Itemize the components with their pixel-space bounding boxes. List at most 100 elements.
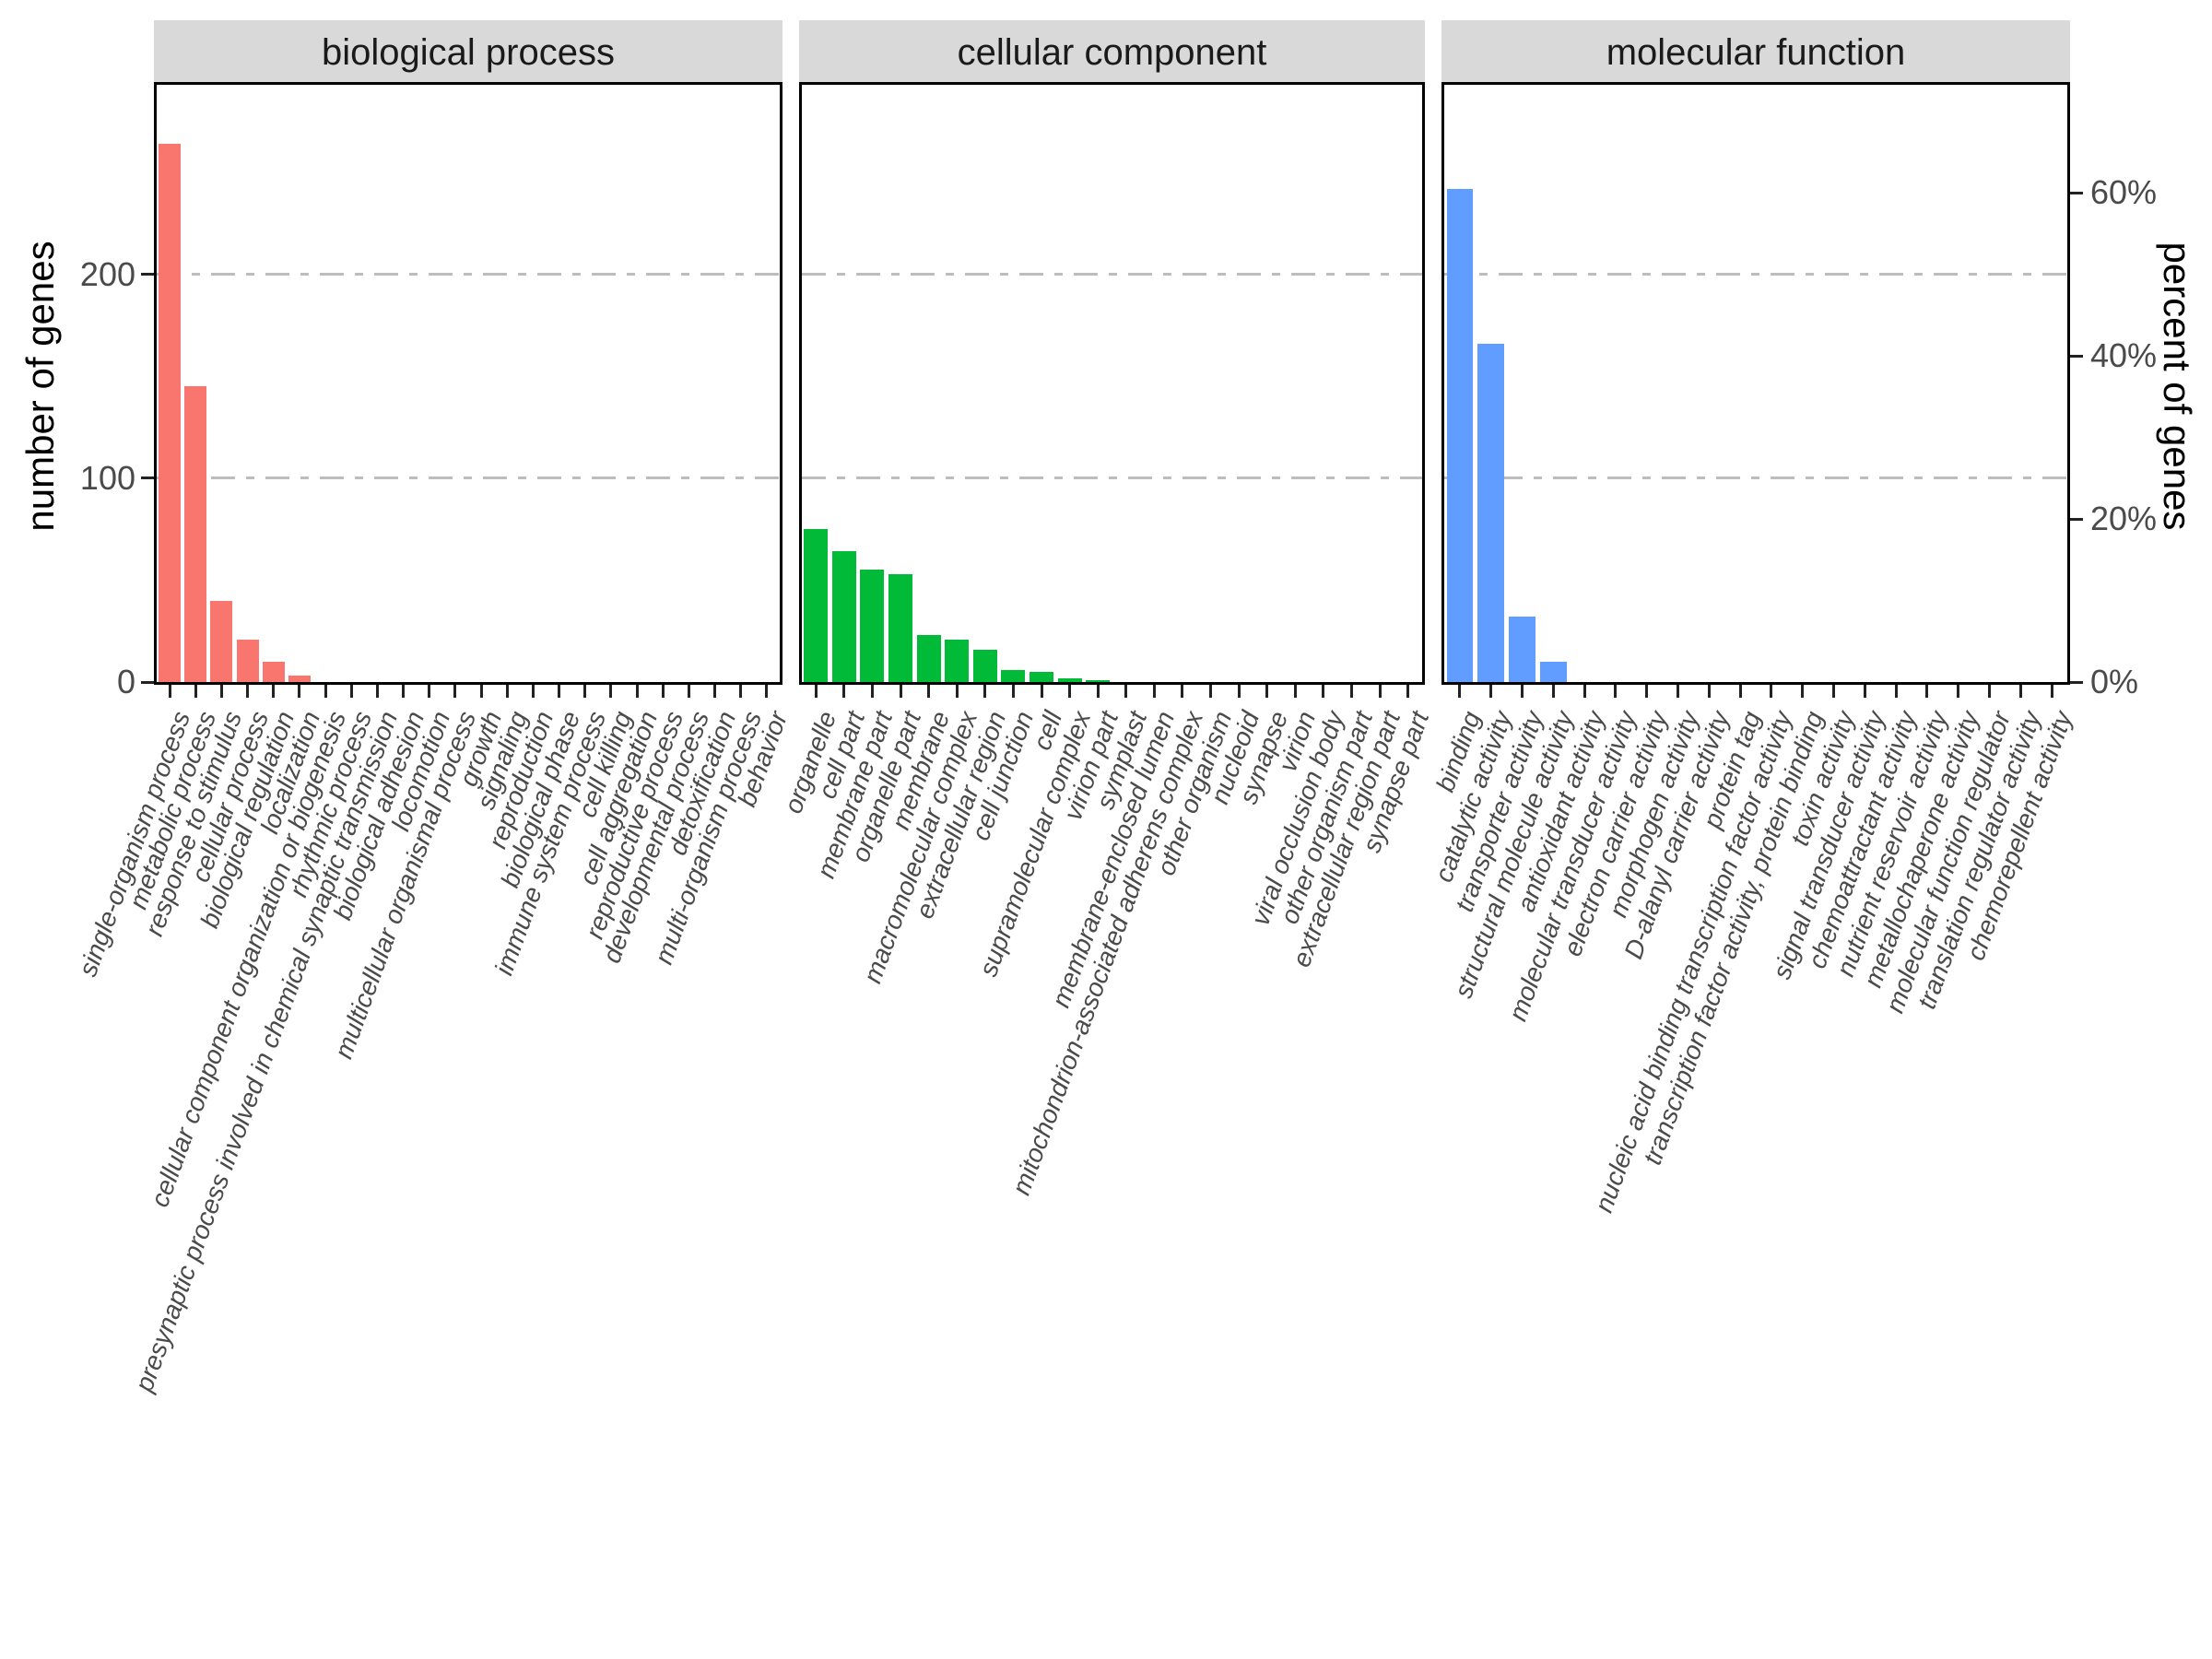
x-axis-tick	[1378, 685, 1382, 698]
x-axis-tick	[1265, 685, 1269, 698]
x-axis-tick	[1925, 685, 1929, 698]
x-axis-tick	[1551, 685, 1555, 698]
facet-strip-label: molecular function	[1606, 31, 1906, 73]
bar-macromolecular-complex	[945, 639, 970, 682]
gridline-200-genes	[157, 273, 780, 276]
right-axis-tick	[2070, 680, 2083, 684]
facet-strip-biological-process: biological process	[154, 20, 782, 85]
panel-border-cellular-component	[799, 82, 1425, 685]
panel-biological-process	[157, 85, 780, 682]
bar-cell-part	[831, 551, 856, 682]
bar-cell-junction	[1001, 669, 1026, 682]
x-axis-tick	[927, 685, 931, 698]
x-axis-tick	[1406, 685, 1410, 698]
x-axis-tick	[609, 685, 613, 698]
x-axis-tick	[583, 685, 587, 698]
x-axis-tick	[1614, 685, 1618, 698]
x-axis-tick	[168, 685, 171, 698]
x-axis-tick	[1894, 685, 1898, 698]
right-axis-tick-label: 60%	[2090, 173, 2158, 212]
right-axis-tick-label: 0%	[2090, 663, 2139, 700]
x-axis-tick	[1322, 685, 1325, 698]
left-axis-tick	[141, 477, 154, 480]
x-axis-tick	[1152, 685, 1156, 698]
x-axis-tick	[1770, 685, 1773, 698]
x-axis-tick	[402, 685, 406, 698]
facet-strip-label: biological process	[322, 31, 615, 73]
x-axis-tick	[531, 685, 535, 698]
bar-cell	[1030, 671, 1054, 682]
x-axis-tick	[1988, 685, 1991, 698]
x-axis-tick	[1209, 685, 1213, 698]
bar-response-to-stimulus	[210, 600, 233, 682]
facet-strip-label: cellular component	[957, 31, 1267, 73]
facet-strip-molecular-function: molecular function	[1441, 20, 2070, 85]
x-axis-tick	[1293, 685, 1297, 698]
x-axis-tick	[739, 685, 743, 698]
x-axis-tick	[505, 685, 509, 698]
gridline-100-genes	[802, 477, 1422, 480]
bar-structural-molecule-activity	[1539, 661, 1567, 682]
right-axis-tick	[2070, 191, 2083, 194]
x-axis-tick	[375, 685, 379, 698]
x-axis-tick	[1957, 685, 1960, 698]
left-axis-tick	[141, 273, 154, 276]
x-axis-tick	[298, 685, 301, 698]
bar-biological-regulation	[262, 661, 285, 682]
x-axis-tick	[1707, 685, 1711, 698]
x-axis-tick	[1011, 685, 1015, 698]
panel-molecular-function	[1444, 85, 2067, 682]
bar-single-organism-process	[159, 144, 182, 682]
x-axis-tick	[558, 685, 561, 698]
x-axis-tick	[687, 685, 690, 698]
bar-binding	[1446, 188, 1474, 682]
x-axis-tick	[842, 685, 846, 698]
gridline-200-genes	[802, 273, 1422, 276]
x-axis-tick	[661, 685, 665, 698]
x-axis-tick	[324, 685, 327, 698]
x-axis-tick	[814, 685, 818, 698]
x-axis-tick	[1096, 685, 1100, 698]
bar-supramolecular-complex	[1057, 677, 1082, 682]
x-axis-tick	[1863, 685, 1866, 698]
bar-organelle-part	[888, 573, 913, 682]
panel-border-biological-process	[154, 82, 782, 685]
gridline-100-genes	[157, 477, 780, 480]
left-axis-tick	[141, 680, 154, 684]
x-axis-tick	[1521, 685, 1524, 698]
right-axis-title: percent of genes	[2156, 241, 2199, 531]
x-axis-tick	[1583, 685, 1586, 698]
x-axis-tick	[2018, 685, 2022, 698]
x-axis-tick	[479, 685, 483, 698]
x-axis-tick	[1489, 685, 1493, 698]
gridline-100-genes	[1444, 477, 2067, 480]
bar-metabolic-process	[184, 386, 207, 682]
x-axis-tick	[1801, 685, 1805, 698]
x-axis-tick	[349, 685, 353, 698]
bar-extracellular-region	[972, 649, 997, 682]
bar-localization	[288, 676, 311, 682]
x-axis-tick	[272, 685, 276, 698]
bar-membrane	[916, 635, 941, 682]
x-axis-tick	[219, 685, 223, 698]
x-axis-tick	[899, 685, 902, 698]
x-axis-tick	[194, 685, 197, 698]
panel-border-molecular-function	[1441, 82, 2070, 685]
x-axis-tick	[1645, 685, 1649, 698]
right-axis-tick-label: 20%	[2090, 500, 2158, 538]
left-axis-tick-label: 0	[116, 663, 135, 700]
x-axis-tick	[870, 685, 874, 698]
x-axis-tick	[453, 685, 457, 698]
left-axis-tick-label: 200	[79, 254, 135, 293]
facet-strip-cellular-component: cellular component	[799, 20, 1425, 85]
x-axis-tick	[1832, 685, 1835, 698]
gridline-200-genes	[1444, 273, 2067, 276]
x-axis-tick	[1040, 685, 1043, 698]
x-axis-tick	[2050, 685, 2053, 698]
bar-cellular-process	[236, 639, 259, 682]
x-axis-tick	[713, 685, 717, 698]
x-axis-tick	[983, 685, 987, 698]
x-axis-tick	[765, 685, 769, 698]
x-axis-tick	[1237, 685, 1241, 698]
